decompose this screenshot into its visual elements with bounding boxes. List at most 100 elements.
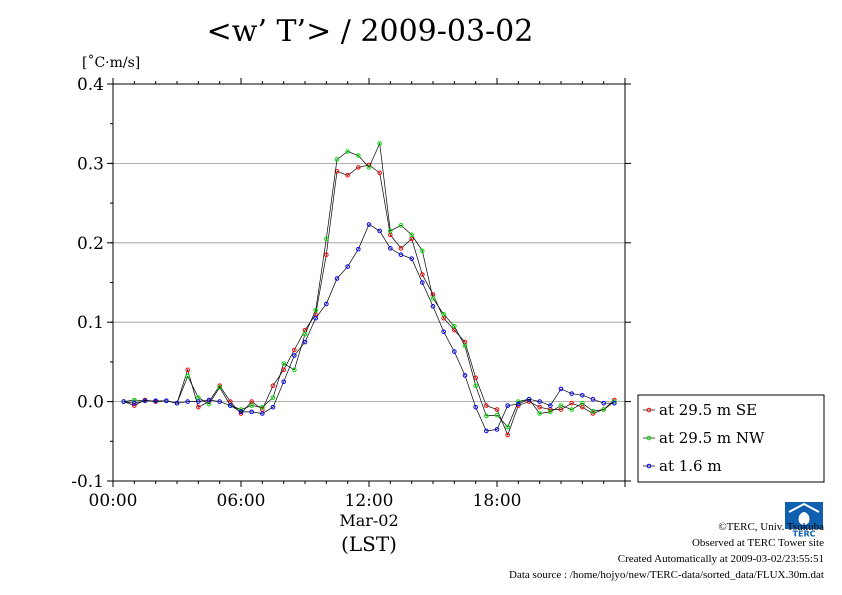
- legend-label: at 29.5 m NW: [659, 429, 765, 447]
- terc-logo-icon: TERC: [785, 502, 823, 539]
- data-point: [121, 399, 126, 404]
- data-point: [590, 408, 596, 414]
- data-point: [388, 228, 393, 234]
- data-point: [228, 403, 233, 408]
- data-point: [313, 307, 318, 313]
- data-point: [420, 272, 425, 277]
- grid-lines: [113, 83, 625, 482]
- credit-created: Created Automatically at 2009-03-02/23:5…: [617, 553, 824, 565]
- data-point: [217, 399, 222, 404]
- data-point: [334, 157, 340, 162]
- data-point: [356, 153, 361, 158]
- data-point: [484, 403, 489, 408]
- data-point: [420, 248, 425, 254]
- data-point: [494, 407, 500, 412]
- x-tick-label: 00:00: [89, 491, 138, 511]
- data-point: [505, 424, 510, 430]
- data-point: [164, 398, 169, 404]
- data-point: [516, 399, 521, 404]
- legend-swatch-marker: [646, 463, 652, 469]
- data-point: [612, 399, 617, 404]
- data-point: [420, 280, 425, 285]
- data-point: [196, 404, 201, 410]
- data-point: [441, 329, 446, 335]
- data-point: [174, 400, 180, 406]
- data-point: [260, 411, 265, 416]
- legend-label: at 29.5 m SE: [659, 401, 757, 419]
- data-point: [324, 301, 329, 307]
- credits-block: ©TERC, Univ. Tsukuba Observed at TERC To…: [509, 519, 824, 583]
- data-point: [196, 399, 201, 404]
- data-point: [334, 276, 340, 281]
- data-point: [398, 223, 404, 228]
- data-point: [537, 411, 542, 416]
- data-point: [558, 386, 564, 392]
- y-tick-label: 0.2: [77, 234, 104, 254]
- y-axis-unit-label: [˚C·m/s]: [82, 55, 141, 71]
- data-point: [377, 170, 382, 176]
- data-point: [281, 379, 286, 385]
- x-date-label: Mar-02: [339, 511, 398, 530]
- data-point: [356, 246, 361, 252]
- x-tick-label: 18:00: [473, 491, 522, 511]
- data-point: [484, 413, 489, 419]
- data-point: [590, 411, 596, 416]
- data-point: [292, 347, 297, 353]
- x-tick-label: 06:00: [217, 491, 266, 511]
- data-point: [580, 392, 585, 398]
- data-point: [345, 149, 350, 154]
- series-line-1: [123, 164, 615, 436]
- y-tick-label: -0.1: [71, 472, 104, 492]
- data-point: [569, 407, 574, 412]
- data-point: [270, 404, 276, 410]
- data-point: [249, 409, 254, 415]
- data-point: [249, 403, 254, 408]
- data-point: [430, 304, 436, 309]
- data-point: [398, 246, 404, 251]
- data-point: [558, 403, 564, 408]
- y-tick-label: 0.0: [77, 393, 104, 413]
- data-point: [217, 385, 222, 390]
- data-point: [537, 399, 542, 404]
- data-point: [494, 427, 500, 432]
- data-point: [537, 404, 542, 410]
- plot-frame: [112, 83, 626, 482]
- data-point: [377, 141, 382, 146]
- data-point: [526, 396, 532, 402]
- chart-title: <w’ T’> / 2009-03-02: [206, 14, 534, 49]
- data-point: [398, 252, 404, 258]
- data-point: [548, 403, 553, 408]
- data-point: [292, 367, 297, 373]
- terc-logo: TERC: [785, 502, 823, 539]
- data-point: [601, 407, 606, 412]
- data-point: [270, 395, 276, 400]
- data-point: [612, 400, 617, 406]
- data-point: [569, 400, 574, 406]
- data-point: [345, 173, 350, 178]
- data-point: [260, 404, 265, 410]
- legend-label: at 1.6 m: [659, 457, 722, 475]
- data-point: [473, 404, 478, 410]
- data-point: [206, 397, 212, 403]
- data-point: [153, 398, 158, 404]
- axes: -0.1 0.0 0.1 0.2 0.3 0.4 00:00 06:00 12:00 18:00: [71, 75, 631, 511]
- data-point: [377, 228, 382, 234]
- data-point: [270, 383, 276, 389]
- data-point: [548, 409, 553, 415]
- legend-box: [637, 394, 825, 483]
- data-point: [185, 367, 190, 373]
- logo-text: TERC: [793, 530, 816, 539]
- data-point: [430, 296, 436, 301]
- data-point: [324, 236, 329, 242]
- data-point: [132, 403, 137, 408]
- data-point: [185, 373, 190, 379]
- x-axis-label: (LST): [341, 532, 397, 556]
- data-point: [473, 383, 478, 389]
- data-point: [324, 252, 329, 258]
- credit-source: Data source : /home/hojyo/new/TERC-data/…: [509, 569, 824, 581]
- data-point: [302, 331, 308, 337]
- data-point: [484, 428, 489, 434]
- series-group: [121, 141, 617, 438]
- data-point: [345, 264, 350, 269]
- x-tick-label: 12:00: [345, 491, 394, 511]
